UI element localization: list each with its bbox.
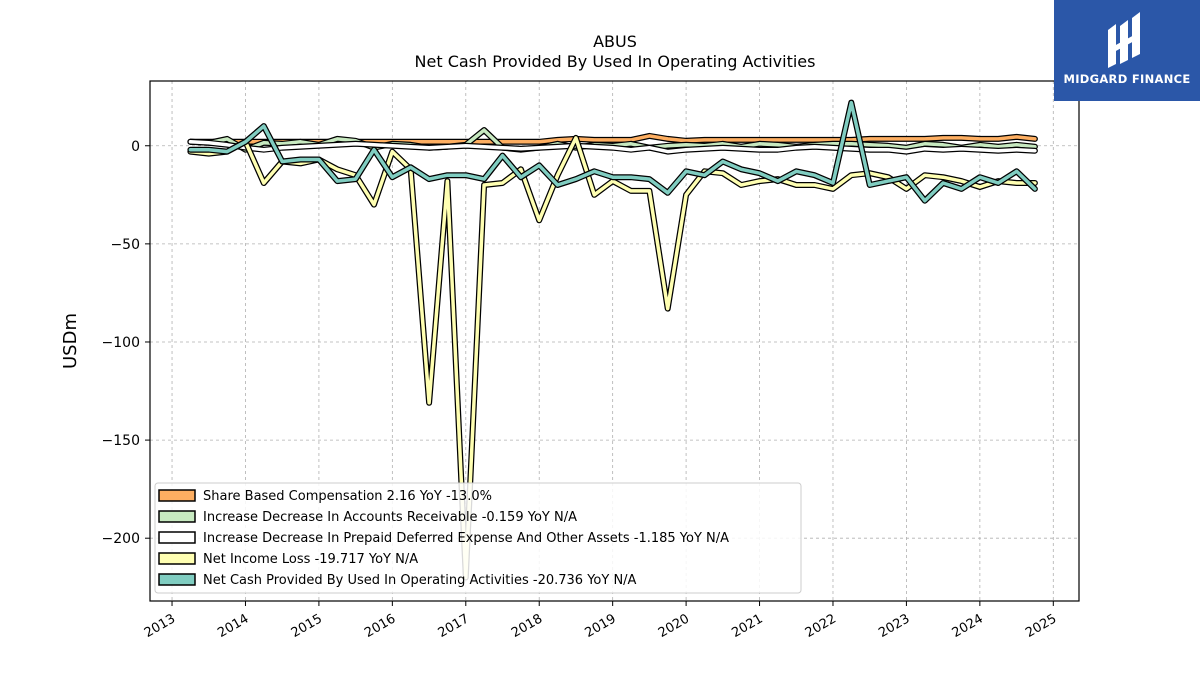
legend-entry: Net Cash Provided By Used In Operating A… [203, 573, 637, 588]
logo-text: MIDGARD FINANCE [1063, 72, 1191, 86]
y-tick-label: 0 [131, 139, 140, 155]
y-tick-label: −50 [110, 237, 140, 253]
x-tick-label: 2017 [436, 611, 472, 641]
legend-entry: Net Income Loss -19.717 YoY N/A [203, 552, 418, 567]
legend-swatch [158, 510, 196, 523]
legend-entry: Share Based Compensation 2.16 YoY -13.0% [203, 489, 492, 504]
x-tick-label: 2019 [583, 611, 619, 641]
x-tick-label: 2014 [215, 611, 251, 641]
series-line-increase-decrease-in-prepaid-deferred-expense-and-other-assets [188, 140, 1037, 154]
series-lines [187, 99, 1038, 581]
chart-subtitle: Net Cash Provided By Used In Operating A… [415, 52, 816, 71]
series-line-net-cash-provided-by-used-in-operating-activities [188, 100, 1037, 203]
x-tick-label: 2015 [289, 611, 325, 641]
x-tick-label: 2016 [362, 611, 398, 641]
plot-frame [149, 80, 1080, 602]
legend-entry: Increase Decrease In Prepaid Deferred Ex… [203, 531, 729, 546]
x-tick-label: 2020 [656, 611, 692, 641]
x-tick-label: 2021 [729, 611, 765, 641]
x-tick-label: 2018 [509, 611, 545, 641]
x-tick-label: 2025 [1023, 611, 1059, 641]
legend-entry: Increase Decrease In Accounts Receivable… [203, 510, 577, 525]
chart-title: ABUS [593, 32, 637, 51]
midgard-logo-icon [1108, 12, 1140, 68]
x-tick-label: 2013 [142, 611, 178, 641]
y-axis-label: USDm [60, 313, 81, 369]
y-tick-label: −100 [102, 335, 140, 351]
legend-swatch [158, 531, 196, 544]
legend-swatch [158, 489, 196, 502]
legend-swatch [158, 552, 196, 565]
x-tick-label: 2022 [803, 611, 839, 641]
y-tick-label: −150 [102, 433, 140, 449]
legend-box [154, 482, 802, 594]
x-tick-label: 2023 [876, 611, 912, 641]
brand-logo: MIDGARD FINANCE [1054, 0, 1200, 101]
y-tick-label: −200 [102, 531, 140, 547]
legend: Share Based Compensation 2.16 YoY -13.0%… [154, 482, 802, 594]
x-tick-label: 2024 [950, 611, 986, 641]
legend-swatch [158, 573, 196, 586]
